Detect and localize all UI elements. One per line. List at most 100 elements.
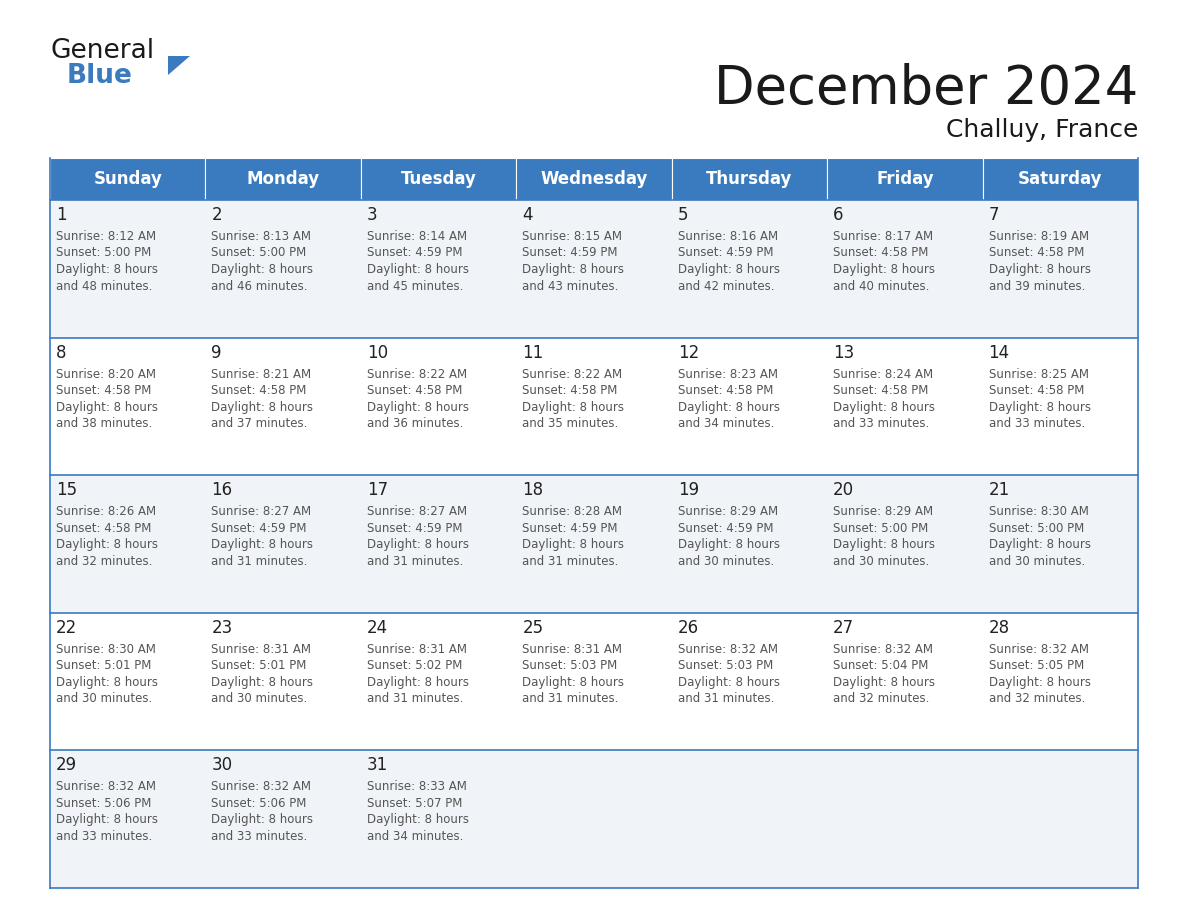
Text: and 33 minutes.: and 33 minutes.	[211, 830, 308, 843]
Text: Daylight: 8 hours: Daylight: 8 hours	[56, 538, 158, 551]
Text: 19: 19	[677, 481, 699, 499]
Text: and 30 minutes.: and 30 minutes.	[56, 692, 152, 705]
Text: 16: 16	[211, 481, 233, 499]
Bar	[206, 750, 361, 888]
Text: and 46 minutes.: and 46 minutes.	[211, 279, 308, 293]
Text: Daylight: 8 hours: Daylight: 8 hours	[988, 538, 1091, 551]
Text: Daylight: 8 hours: Daylight: 8 hours	[56, 263, 158, 276]
Text: Sunset: 4:59 PM: Sunset: 4:59 PM	[367, 521, 462, 534]
Text: and 31 minutes.: and 31 minutes.	[677, 692, 775, 705]
Text: Sunset: 5:06 PM: Sunset: 5:06 PM	[56, 797, 151, 810]
Text: Sunset: 4:58 PM: Sunset: 4:58 PM	[367, 384, 462, 397]
Text: Sunrise: 8:30 AM: Sunrise: 8:30 AM	[56, 643, 156, 655]
Text: and 30 minutes.: and 30 minutes.	[211, 692, 308, 705]
Text: Sunset: 5:03 PM: Sunset: 5:03 PM	[523, 659, 618, 672]
Text: Sunrise: 8:30 AM: Sunrise: 8:30 AM	[988, 505, 1088, 518]
Bar	[827, 750, 982, 888]
Bar	[671, 338, 827, 476]
Text: and 35 minutes.: and 35 minutes.	[523, 417, 619, 431]
Text: Sunset: 5:06 PM: Sunset: 5:06 PM	[211, 797, 307, 810]
Text: Daylight: 8 hours: Daylight: 8 hours	[677, 538, 779, 551]
Text: 25: 25	[523, 619, 543, 637]
Text: 13: 13	[833, 343, 854, 362]
Bar	[982, 750, 1138, 888]
Bar	[50, 158, 206, 200]
Bar	[671, 158, 827, 200]
Bar	[517, 158, 671, 200]
Polygon shape	[168, 56, 190, 75]
Text: Daylight: 8 hours: Daylight: 8 hours	[523, 538, 624, 551]
Text: Daylight: 8 hours: Daylight: 8 hours	[367, 813, 469, 826]
Text: 4: 4	[523, 206, 532, 224]
Text: 15: 15	[56, 481, 77, 499]
Bar	[361, 476, 517, 613]
Text: and 31 minutes.: and 31 minutes.	[367, 554, 463, 567]
Text: 14: 14	[988, 343, 1010, 362]
Text: Daylight: 8 hours: Daylight: 8 hours	[523, 263, 624, 276]
Text: Daylight: 8 hours: Daylight: 8 hours	[677, 263, 779, 276]
Text: Sunset: 5:04 PM: Sunset: 5:04 PM	[833, 659, 929, 672]
Text: Sunset: 4:59 PM: Sunset: 4:59 PM	[211, 521, 307, 534]
Text: 27: 27	[833, 619, 854, 637]
Text: Sunrise: 8:32 AM: Sunrise: 8:32 AM	[677, 643, 778, 655]
Text: 31: 31	[367, 756, 388, 775]
Text: Wednesday: Wednesday	[541, 170, 647, 188]
Text: Sunrise: 8:16 AM: Sunrise: 8:16 AM	[677, 230, 778, 243]
Text: and 38 minutes.: and 38 minutes.	[56, 417, 152, 431]
Bar	[982, 200, 1138, 338]
Text: Sunrise: 8:26 AM: Sunrise: 8:26 AM	[56, 505, 156, 518]
Bar	[517, 200, 671, 338]
Bar	[671, 750, 827, 888]
Text: Sunrise: 8:32 AM: Sunrise: 8:32 AM	[56, 780, 156, 793]
Text: Sunrise: 8:15 AM: Sunrise: 8:15 AM	[523, 230, 623, 243]
Text: Sunset: 5:02 PM: Sunset: 5:02 PM	[367, 659, 462, 672]
Text: Daylight: 8 hours: Daylight: 8 hours	[833, 538, 935, 551]
Text: Daylight: 8 hours: Daylight: 8 hours	[833, 676, 935, 688]
Text: Sunset: 5:03 PM: Sunset: 5:03 PM	[677, 659, 773, 672]
Text: Sunset: 5:07 PM: Sunset: 5:07 PM	[367, 797, 462, 810]
Text: 22: 22	[56, 619, 77, 637]
Bar	[982, 476, 1138, 613]
Text: Daylight: 8 hours: Daylight: 8 hours	[367, 263, 469, 276]
Text: and 32 minutes.: and 32 minutes.	[56, 554, 152, 567]
Text: and 33 minutes.: and 33 minutes.	[56, 830, 152, 843]
Bar	[827, 476, 982, 613]
Text: Sunset: 4:58 PM: Sunset: 4:58 PM	[833, 384, 929, 397]
Bar	[827, 338, 982, 476]
Text: Sunset: 5:05 PM: Sunset: 5:05 PM	[988, 659, 1083, 672]
Bar	[517, 750, 671, 888]
Text: Daylight: 8 hours: Daylight: 8 hours	[56, 400, 158, 414]
Text: 28: 28	[988, 619, 1010, 637]
Text: and 31 minutes.: and 31 minutes.	[523, 554, 619, 567]
Text: Daylight: 8 hours: Daylight: 8 hours	[833, 263, 935, 276]
Text: Sunrise: 8:21 AM: Sunrise: 8:21 AM	[211, 367, 311, 381]
Text: Sunrise: 8:28 AM: Sunrise: 8:28 AM	[523, 505, 623, 518]
Text: December 2024: December 2024	[714, 63, 1138, 115]
Text: 8: 8	[56, 343, 67, 362]
Text: and 30 minutes.: and 30 minutes.	[988, 554, 1085, 567]
Text: 24: 24	[367, 619, 388, 637]
Text: Sunrise: 8:12 AM: Sunrise: 8:12 AM	[56, 230, 156, 243]
Text: Daylight: 8 hours: Daylight: 8 hours	[211, 813, 314, 826]
Text: 30: 30	[211, 756, 233, 775]
Text: Sunset: 5:00 PM: Sunset: 5:00 PM	[833, 521, 928, 534]
Bar	[206, 158, 361, 200]
Text: Sunrise: 8:32 AM: Sunrise: 8:32 AM	[988, 643, 1088, 655]
Text: Sunset: 5:00 PM: Sunset: 5:00 PM	[211, 247, 307, 260]
Text: Daylight: 8 hours: Daylight: 8 hours	[211, 400, 314, 414]
Bar	[671, 613, 827, 750]
Text: and 39 minutes.: and 39 minutes.	[988, 279, 1085, 293]
Bar	[827, 200, 982, 338]
Text: 20: 20	[833, 481, 854, 499]
Text: Sunset: 4:59 PM: Sunset: 4:59 PM	[367, 247, 462, 260]
Text: 11: 11	[523, 343, 544, 362]
Text: Sunrise: 8:20 AM: Sunrise: 8:20 AM	[56, 367, 156, 381]
Text: Daylight: 8 hours: Daylight: 8 hours	[677, 400, 779, 414]
Bar	[982, 158, 1138, 200]
Text: Sunrise: 8:27 AM: Sunrise: 8:27 AM	[211, 505, 311, 518]
Bar	[517, 338, 671, 476]
Bar	[517, 613, 671, 750]
Text: Sunset: 4:58 PM: Sunset: 4:58 PM	[833, 247, 929, 260]
Text: Sunset: 5:00 PM: Sunset: 5:00 PM	[56, 247, 151, 260]
Text: General: General	[50, 38, 154, 64]
